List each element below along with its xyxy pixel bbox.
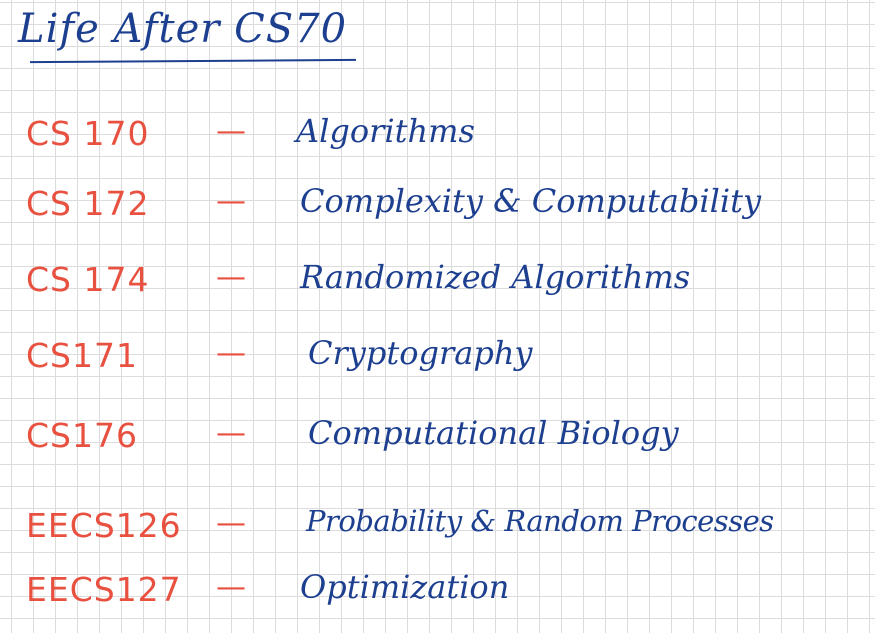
course-row: CS 170 — Algorithms xyxy=(0,108,875,158)
course-dash: — xyxy=(216,260,246,295)
course-code: CS171 xyxy=(26,336,138,375)
page-title: Life After CS70 xyxy=(18,6,348,52)
course-dash: — xyxy=(216,506,246,541)
course-row: CS 174 — Randomized Algorithms xyxy=(0,254,875,304)
course-name: Complexity & Computability xyxy=(300,182,762,220)
course-dash: — xyxy=(216,336,246,371)
title-underline xyxy=(29,58,357,64)
course-row: EECS126 — Probability & Random Processes xyxy=(0,500,875,550)
course-row: CS 172 — Complexity & Computability xyxy=(0,178,875,228)
course-name: Computational Biology xyxy=(308,414,679,452)
course-code: EECS127 xyxy=(26,570,182,609)
course-dash: — xyxy=(216,416,246,451)
course-row: CS176 — Computational Biology xyxy=(0,410,875,460)
course-code: CS 174 xyxy=(26,260,150,299)
course-name: Probability & Random Processes xyxy=(306,504,774,538)
course-code: CS 170 xyxy=(26,114,150,153)
course-dash: — xyxy=(216,184,246,219)
course-code: EECS126 xyxy=(26,506,182,545)
course-dash: — xyxy=(216,114,246,149)
course-name: Randomized Algorithms xyxy=(300,258,691,296)
course-dash: — xyxy=(216,570,246,605)
course-name: Cryptography xyxy=(308,334,533,372)
course-code: CS176 xyxy=(26,416,138,455)
course-code: CS 172 xyxy=(26,184,150,223)
course-name: Algorithms xyxy=(296,112,475,150)
course-row: EECS127 — Optimization xyxy=(0,564,875,614)
course-name: Optimization xyxy=(300,568,510,606)
course-row: CS171 — Cryptography xyxy=(0,330,875,380)
